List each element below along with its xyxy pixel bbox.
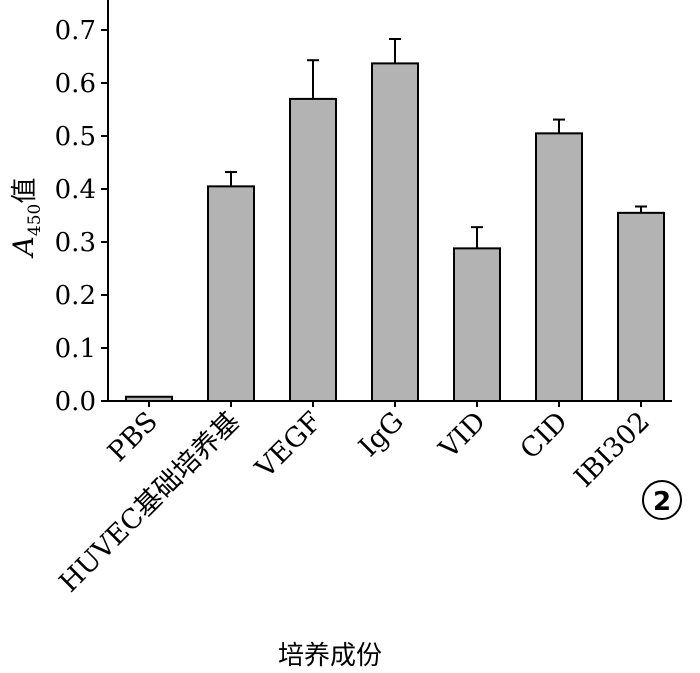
bar [207, 185, 255, 402]
y-tick-label: 0.0 [55, 387, 96, 417]
x-category-label: VID [433, 406, 492, 465]
y-tick-label: 0.1 [55, 334, 96, 364]
y-tick-label: 0.3 [55, 228, 96, 258]
bar [453, 247, 501, 402]
panel-label-circle [642, 480, 682, 520]
x-category-label: VEGF [249, 406, 328, 485]
bar [371, 62, 419, 402]
y-tick-label: 0.2 [55, 281, 96, 311]
bar [617, 211, 665, 402]
y-axis-label-suffix: 值 [10, 178, 40, 204]
bars [125, 62, 665, 403]
y-axis-ticks: 0.0 0.1 0.2 0.3 0.4 0.5 0.6 0.7 [55, 16, 108, 417]
x-axis-label: 培养成份 [278, 641, 382, 671]
y-tick-label: 0.7 [55, 16, 96, 46]
y-axis-label: A450值 [7, 178, 45, 260]
bar [289, 97, 337, 403]
y-axis-label-main: A [7, 236, 40, 259]
x-category-label: IBI302 [568, 406, 655, 493]
panel-label: 2 [642, 480, 682, 520]
x-category-label: CID [515, 406, 574, 465]
bar [535, 132, 583, 402]
error-bars [225, 38, 647, 249]
x-category-label: PBS [102, 406, 164, 468]
bar [125, 395, 173, 403]
x-category-label: IgG [353, 406, 410, 463]
y-tick-label: 0.6 [55, 69, 96, 99]
panel-label-number: 2 [653, 487, 671, 517]
y-tick-label: 0.5 [55, 122, 96, 152]
y-axis-label-subscript: 450 [25, 204, 45, 236]
y-tick-label: 0.4 [55, 175, 96, 205]
